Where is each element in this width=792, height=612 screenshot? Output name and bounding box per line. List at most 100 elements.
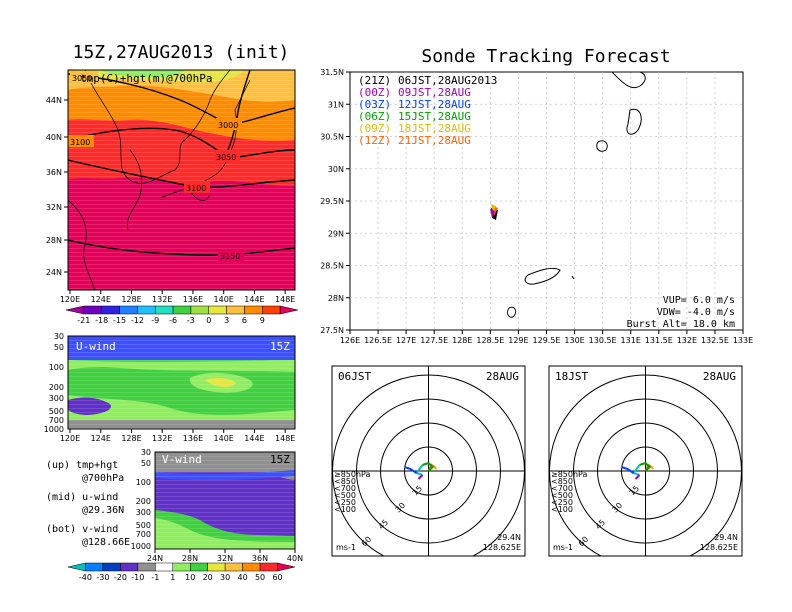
legend-label: 15JST,28AUG [398, 110, 471, 123]
map-x-tick: 132E [152, 295, 172, 304]
colorbar-tick: -12 [131, 316, 144, 325]
u-x-tick: 136E [183, 434, 203, 443]
colorbar-swatch [101, 305, 120, 315]
v-y-tick: 100 [136, 478, 151, 487]
u-y-tick: 300 [49, 394, 64, 403]
contour-label: 3050 [72, 74, 92, 83]
map-overlay-label: tmp(C)+hgt(m)@700hPa [80, 72, 212, 85]
legend-time: (06Z) [358, 110, 391, 123]
legend-bot2: @128.66E [82, 537, 130, 548]
u-wind-panel: U-wind 15Z 120E 124E 128E 132E 136E 140E 144E 1… [44, 332, 296, 443]
colorbar-swatch [137, 305, 156, 315]
param-vup: VUP= 6.0 m/s [663, 295, 735, 306]
colorbar-tick: 0 [206, 316, 211, 325]
colorbar-swatch [119, 305, 138, 315]
island-south [524, 267, 561, 285]
track-y-tick: 29.5N [320, 197, 344, 206]
track-x-tick: 130.5E [589, 336, 617, 345]
hodograph-trace [639, 461, 651, 472]
colorbar-tick: -10 [131, 573, 144, 582]
colorbar-tick: 3 [224, 316, 229, 325]
v-x-tick: 36N [252, 554, 268, 563]
v-y-tick: 500 [136, 521, 151, 530]
colorbar-tick: 20 [203, 573, 213, 582]
colorbar-swatch [224, 562, 243, 572]
colorbar-swatch [102, 562, 121, 572]
contour-label: 3050 [216, 153, 236, 162]
map-x-tick: 136E [183, 295, 203, 304]
u-y-tick: 1000 [44, 425, 64, 434]
contour-label: 3100 [186, 184, 206, 193]
hodograph-trace [634, 474, 641, 480]
colorbar-swatch [67, 562, 86, 572]
colorbar-tick: -20 [114, 573, 127, 582]
map-y-tick: 40N [46, 133, 62, 142]
colorbar-tick: -6 [169, 316, 177, 325]
u-y-tick: 500 [49, 407, 64, 416]
track-x-tick: 133E [733, 336, 753, 345]
colorbar-tick: 10 [185, 573, 195, 582]
colorbar-tick: 9 [260, 316, 265, 325]
hodo-date: 28AUG [703, 370, 736, 383]
legend-label: 06JST,28AUG2013 [398, 74, 497, 87]
u-x-tick: 144E [244, 434, 264, 443]
hodo-level: <850 [334, 477, 356, 486]
legend-mid2: @29.36N [82, 505, 124, 516]
track-x-tick: 129.5E [533, 336, 561, 345]
colorbar-swatch [172, 305, 192, 315]
colorbar-swatch [85, 562, 104, 572]
hodograph-trace [433, 466, 438, 470]
hodo-time: 18JST [555, 370, 588, 383]
track-x-tick: 126E [340, 336, 360, 345]
legend-time: (00Z) [358, 86, 391, 99]
colorbar-tick: -18 [95, 316, 108, 325]
param-burst: Burst Alt= 18.0 km [627, 319, 735, 330]
colorbar-swatch [189, 562, 208, 572]
tracking-grid [350, 72, 743, 330]
u-x-tick: 124E [91, 434, 111, 443]
hodo-level: <250 [334, 498, 356, 507]
hodo-level: <100 [334, 505, 356, 514]
legend-time: (03Z) [358, 98, 391, 111]
v-x-tick: 32N [217, 554, 233, 563]
hodograph-trace [650, 466, 655, 470]
colorbar-tick: 30 [220, 573, 230, 582]
panel-legend: (up) tmp+hgt @700hPa (mid) u-wind @29.36… [46, 460, 130, 548]
track-x-tick: 128.5E [476, 336, 504, 345]
sonde-tracking-map: 126E 126.5E 127E 127.5E 128E 128.5E 129E 129.5E… [320, 68, 753, 345]
map-y-tick: 32N [46, 203, 62, 212]
legend-up: (up) tmp+hgt [46, 460, 118, 471]
colorbar-swatch [120, 562, 139, 572]
colorbar-tick: -3 [187, 316, 195, 325]
map-y-tick: 24N [46, 268, 62, 277]
hodo-level: <700 [551, 484, 573, 493]
legend-bot: (bot) v-wind [46, 524, 118, 535]
v-wind-panel: V-wind 15Z 24N 28N 32N 36N 40N 30 50 100 200 300… [131, 448, 303, 563]
legend-up2: @700hPa [82, 473, 124, 484]
track-x-tick: 127E [396, 336, 416, 345]
colorbar-tick: -21 [77, 316, 90, 325]
colorbar-swatch [65, 305, 85, 315]
track-y-tick: 30N [328, 165, 344, 174]
wind-colorbar: -40 -30 -20 -10 -1 1 10 20 30 40 50 60 [67, 562, 296, 582]
colorbar-swatch [244, 305, 263, 315]
hodo-unit: ms-1 [553, 543, 573, 552]
map-x-tick: 128E [121, 295, 141, 304]
colorbar-tick: -9 [151, 316, 159, 325]
map-x-ticks: 120E 124E 128E 132E 136E 140E 144E 148E [60, 290, 295, 304]
legend-label: 09JST,28AUG [398, 86, 471, 99]
hodograph-trace [404, 466, 418, 474]
legend-time: (12Z) [358, 134, 391, 147]
temperature-map: 3050 3000 3100 3050 3100 3150 tmp(C)+hgt… [46, 69, 296, 304]
u-y-tick: 50 [54, 343, 64, 352]
legend-mid: (mid) u-wind [46, 492, 118, 503]
map-x-tick: 120E [60, 295, 80, 304]
hodo-lat: 29.4N [497, 533, 521, 542]
v-y-tick: 300 [136, 508, 151, 517]
colorbar-tick: 1 [170, 573, 175, 582]
left-title: 15Z,27AUG2013 (init) [73, 42, 290, 63]
